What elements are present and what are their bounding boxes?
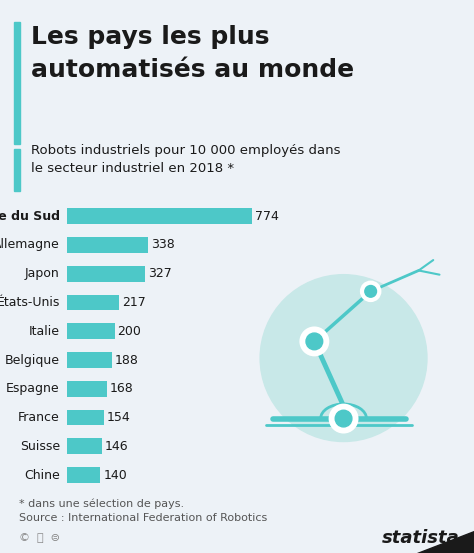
Bar <box>67 467 100 483</box>
Bar <box>67 352 112 368</box>
Polygon shape <box>417 531 474 553</box>
Bar <box>67 439 102 454</box>
Circle shape <box>330 405 357 432</box>
Bar <box>67 237 148 253</box>
Circle shape <box>260 275 427 441</box>
Bar <box>67 266 145 281</box>
Bar <box>67 295 119 310</box>
Text: Suisse: Suisse <box>19 440 60 453</box>
Text: 188: 188 <box>115 353 138 367</box>
Text: 217: 217 <box>122 296 146 309</box>
Text: Espagne: Espagne <box>6 382 60 395</box>
Text: 327: 327 <box>148 267 172 280</box>
Circle shape <box>365 285 376 297</box>
Text: Japon: Japon <box>25 267 60 280</box>
Text: Source : International Federation of Robotics: Source : International Federation of Rob… <box>19 513 267 523</box>
Bar <box>67 381 107 397</box>
Text: France: France <box>18 411 60 424</box>
Circle shape <box>306 333 323 349</box>
Text: Chine: Chine <box>24 468 60 482</box>
Circle shape <box>335 410 352 427</box>
Bar <box>67 410 104 425</box>
Text: 154: 154 <box>107 411 130 424</box>
Text: 140: 140 <box>103 468 127 482</box>
Text: ©  ⓘ  ⊜: © ⓘ ⊜ <box>19 533 60 543</box>
Text: États-Unis: États-Unis <box>0 296 60 309</box>
Text: Allemagne: Allemagne <box>0 238 60 252</box>
Text: Robots industriels pour 10 000 employés dans
le secteur industriel en 2018 *: Robots industriels pour 10 000 employés … <box>31 144 340 175</box>
Text: 338: 338 <box>151 238 174 252</box>
Bar <box>67 324 115 339</box>
Text: Belgique: Belgique <box>5 353 60 367</box>
Text: automatisés au monde: automatisés au monde <box>31 58 354 82</box>
Text: * dans une sélection de pays.: * dans une sélection de pays. <box>19 499 184 509</box>
Bar <box>67 208 252 224</box>
Text: Les pays les plus: Les pays les plus <box>31 25 269 49</box>
Text: statista: statista <box>382 529 460 547</box>
Text: 774: 774 <box>255 210 279 223</box>
Circle shape <box>361 282 380 301</box>
Text: 146: 146 <box>105 440 128 453</box>
Circle shape <box>301 328 328 355</box>
Text: Corée du Sud: Corée du Sud <box>0 210 60 223</box>
Text: 200: 200 <box>118 325 142 338</box>
Text: Italie: Italie <box>29 325 60 338</box>
Text: 168: 168 <box>110 382 134 395</box>
